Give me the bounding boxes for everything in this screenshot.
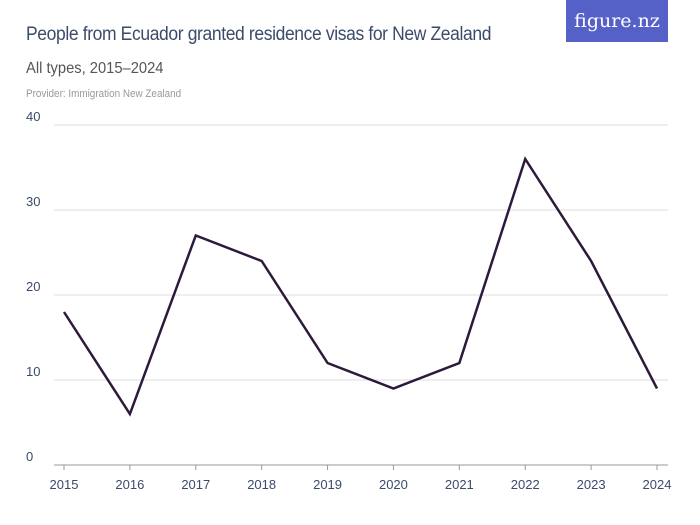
x-tick-label: 2024	[643, 477, 672, 492]
x-tick-label: 2018	[247, 477, 276, 492]
data-point	[523, 157, 527, 161]
y-tick-label: 10	[26, 364, 40, 379]
logo-text: figure.nz	[574, 10, 660, 32]
provider-label: Provider: Immigration New Zealand	[26, 88, 182, 100]
x-tick-label: 2022	[511, 477, 540, 492]
data-point	[260, 259, 264, 263]
x-tick-label: 2020	[379, 477, 408, 492]
chart-subtitle: All types, 2015–2024	[26, 60, 164, 77]
data-point	[655, 387, 659, 391]
x-tick-label: 2016	[115, 477, 144, 492]
y-tick-label: 0	[26, 449, 33, 464]
data-point	[457, 361, 461, 365]
data-point	[62, 310, 66, 314]
data-point	[589, 259, 593, 263]
data-point	[128, 412, 132, 416]
x-tick-label: 2023	[577, 477, 606, 492]
y-tick-label: 20	[26, 279, 40, 294]
y-tick-label: 30	[26, 194, 40, 209]
chart-title: People from Ecuador granted residence vi…	[26, 24, 492, 45]
figure-nz-logo[interactable]: figure.nz	[566, 0, 668, 42]
data-point	[326, 361, 330, 365]
x-tick-label: 2017	[181, 477, 210, 492]
x-tick-label: 2015	[50, 477, 79, 492]
y-tick-label: 40	[26, 109, 40, 124]
data-point	[194, 234, 198, 238]
x-tick-label: 2019	[313, 477, 342, 492]
data-line	[62, 156, 659, 417]
data-point	[391, 387, 395, 391]
x-tick-label: 2021	[445, 477, 474, 492]
